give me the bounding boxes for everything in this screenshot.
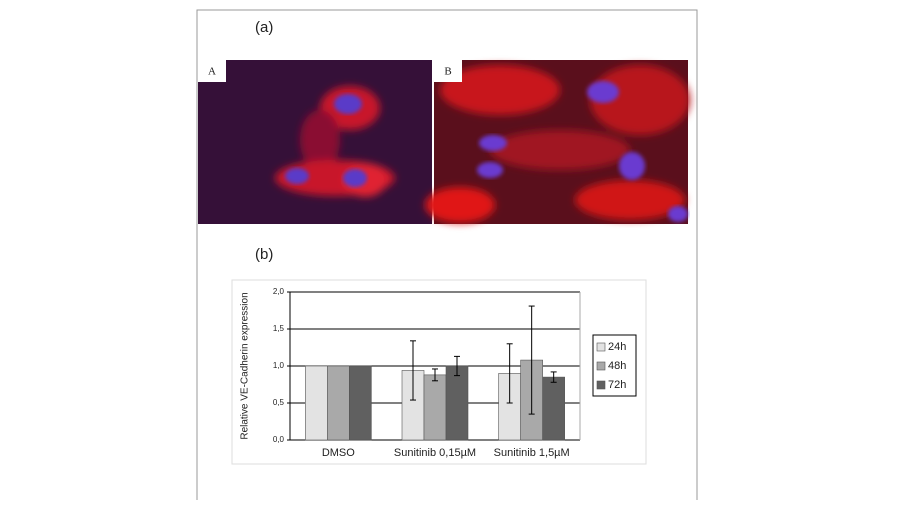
chart-frame — [231, 279, 647, 465]
y-tick-label: 2,0 — [273, 287, 285, 296]
legend-swatch — [596, 380, 606, 390]
legend-swatch — [596, 342, 606, 352]
micrograph-a: A — [198, 60, 432, 224]
bar — [542, 376, 565, 441]
bar — [327, 365, 350, 441]
bar-chart: 0,0 0,5 1,0 1,5 2,0 Relative VE-Cadherin expr… — [240, 287, 637, 459]
bar — [305, 365, 328, 441]
panel-label: (a) — [255, 19, 273, 36]
y-tick-label: 1,5 — [273, 324, 285, 333]
image-label: B — [444, 66, 451, 78]
x-tick-label: DMSO — [322, 447, 355, 459]
legend-label: 72h — [608, 379, 626, 391]
bar — [423, 374, 447, 441]
bar — [445, 365, 469, 441]
legend-swatch — [596, 361, 606, 371]
panel-label: (b) — [255, 246, 273, 263]
image-label: A — [208, 66, 216, 78]
figure-frame — [196, 9, 698, 505]
micrograph-b: B — [425, 60, 690, 224]
y-tick-label: 0,0 — [273, 435, 285, 444]
y-axis-label: Relative VE-Cadherin expression — [240, 292, 251, 439]
legend-label: 24h — [608, 341, 626, 353]
bar — [349, 365, 372, 441]
x-tick-label: Sunitinib 1,5µM — [494, 447, 570, 459]
y-tick-label: 0,5 — [273, 398, 285, 407]
legend-label: 48h — [608, 360, 626, 372]
y-tick-label: 1,0 — [273, 361, 285, 370]
x-tick-label: Sunitinib 0,15µM — [394, 447, 476, 459]
